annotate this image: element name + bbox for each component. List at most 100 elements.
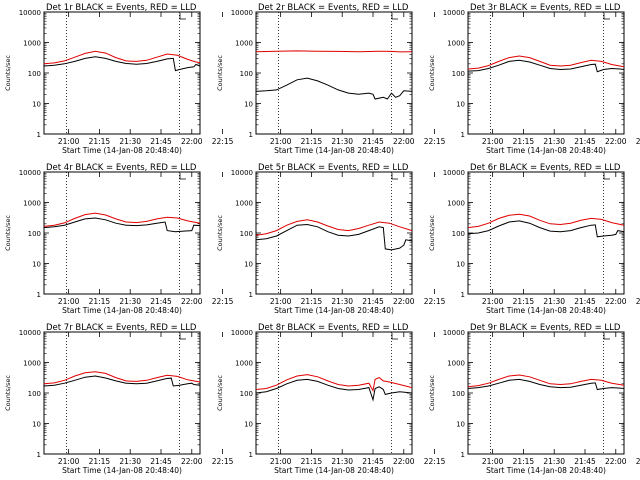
x-axis-label: Start Time (14-Jan-08 20:48:40) bbox=[486, 466, 606, 475]
y-tick-label: 1000 bbox=[447, 200, 465, 208]
x-tick-label: 22:00 bbox=[181, 137, 203, 146]
x-tick-label: 21:15 bbox=[301, 457, 323, 466]
y-tick-label: 10 bbox=[456, 421, 465, 429]
plot-frame bbox=[467, 11, 625, 135]
x-tick-label: 21:00 bbox=[270, 457, 292, 466]
y-tick-label: 10 bbox=[32, 261, 41, 269]
lld-series-line bbox=[43, 212, 201, 227]
x-tick-label: 21:45 bbox=[150, 457, 172, 466]
lld-series-line bbox=[255, 50, 413, 53]
x-tick-label: 21:15 bbox=[89, 457, 111, 466]
lld-series-line bbox=[255, 374, 413, 393]
x-tick-label: 22:15 bbox=[212, 457, 234, 466]
y-tick-label: 10 bbox=[244, 101, 253, 109]
y-axis-label: Counts/sec bbox=[428, 55, 436, 91]
x-tick-label: 21:30 bbox=[331, 457, 353, 466]
x-tick-label: 21:00 bbox=[482, 297, 504, 306]
y-tick-label: 1000 bbox=[23, 40, 41, 48]
x-label-start-time: (14-Jan-08 20:48:40) bbox=[104, 146, 182, 155]
chart-panel-9: Det 9r BLACK = Events, RED = LLD 1 10 100 10… bbox=[428, 323, 640, 475]
plot-frame bbox=[255, 11, 413, 135]
x-tick-label: 22:15 bbox=[424, 137, 446, 146]
x-label-start-time: (14-Jan-08 20:48:40) bbox=[104, 466, 182, 475]
x-tick-label: 22:15 bbox=[636, 137, 640, 146]
chart-panel-5: Det 5r BLACK = Events, RED = LLD 1 10 100 10… bbox=[216, 163, 446, 315]
x-tick-label: 21:00 bbox=[482, 137, 504, 146]
x-tick-label: 21:45 bbox=[150, 137, 172, 146]
x-tick-label: 21:45 bbox=[574, 297, 596, 306]
x-label-start-time: (14-Jan-08 20:48:40) bbox=[528, 146, 606, 155]
lld-series-line bbox=[43, 371, 201, 385]
y-tick-label: 10000 bbox=[443, 169, 465, 177]
x-tick-label: 21:00 bbox=[58, 297, 80, 306]
x-label-prefix: Start Time bbox=[486, 146, 527, 155]
x-label-prefix: Start Time bbox=[486, 306, 527, 315]
x-tick-label: 22:15 bbox=[424, 297, 446, 306]
x-tick-label: 22:15 bbox=[636, 457, 640, 466]
plot-frame bbox=[255, 331, 413, 455]
x-axis-label: Start Time (14-Jan-08 20:48:40) bbox=[62, 466, 182, 475]
y-axis-label: Counts/sec bbox=[4, 375, 12, 411]
y-tick-label: 1000 bbox=[447, 360, 465, 368]
corner-marker bbox=[391, 333, 398, 340]
x-tick-label: 21:30 bbox=[543, 297, 565, 306]
y-tick-label: 1 bbox=[37, 131, 41, 139]
y-axis-label: Counts/sec bbox=[216, 215, 224, 251]
x-label-prefix: Start Time bbox=[274, 306, 315, 315]
chart-title: Det 6r BLACK = Events, RED = LLD bbox=[470, 163, 621, 173]
x-axis-label: Start Time (14-Jan-08 20:48:40) bbox=[62, 306, 182, 315]
events-series-line bbox=[255, 77, 413, 100]
events-series-line bbox=[43, 375, 201, 387]
y-tick-label: 1000 bbox=[447, 40, 465, 48]
y-tick-label: 10 bbox=[32, 101, 41, 109]
x-axis-label: Start Time (14-Jan-08 20:48:40) bbox=[274, 466, 394, 475]
x-tick-label: 21:45 bbox=[362, 297, 384, 306]
x-tick-label: 21:30 bbox=[119, 297, 141, 306]
y-tick-label: 10000 bbox=[19, 9, 41, 17]
events-series-line bbox=[467, 59, 625, 73]
y-axis-label: Counts/sec bbox=[428, 215, 436, 251]
x-tick-label: 22:00 bbox=[393, 137, 415, 146]
x-tick-label: 21:30 bbox=[119, 137, 141, 146]
x-tick-label: 21:15 bbox=[513, 297, 535, 306]
chart-panel-1: Det 1r BLACK = Events, RED = LLD 1 10 100 10… bbox=[4, 3, 234, 155]
plot-frame bbox=[467, 171, 625, 295]
y-tick-label: 10000 bbox=[443, 329, 465, 337]
y-tick-label: 10 bbox=[456, 261, 465, 269]
x-tick-label: 22:15 bbox=[424, 457, 446, 466]
x-tick-label: 21:45 bbox=[150, 297, 172, 306]
x-tick-label: 21:00 bbox=[270, 297, 292, 306]
chart-title: Det 5r BLACK = Events, RED = LLD bbox=[258, 163, 409, 173]
y-tick-label: 1 bbox=[461, 451, 465, 459]
chart-panel-6: Det 6r BLACK = Events, RED = LLD 1 10 100 10… bbox=[428, 163, 640, 315]
x-tick-label: 21:30 bbox=[331, 137, 353, 146]
x-axis-label: Start Time (14-Jan-08 20:48:40) bbox=[274, 306, 394, 315]
x-tick-label: 22:00 bbox=[605, 457, 627, 466]
y-tick-label: 10000 bbox=[19, 329, 41, 337]
x-label-start-time: (14-Jan-08 20:48:40) bbox=[528, 306, 606, 315]
y-tick-label: 10000 bbox=[231, 169, 253, 177]
x-label-start-time: (14-Jan-08 20:48:40) bbox=[528, 466, 606, 475]
y-tick-label: 1000 bbox=[23, 200, 41, 208]
chart-title: Det 3r BLACK = Events, RED = LLD bbox=[470, 3, 621, 13]
x-label-start-time: (14-Jan-08 20:48:40) bbox=[316, 306, 394, 315]
corner-marker bbox=[603, 13, 610, 20]
x-label-prefix: Start Time bbox=[486, 466, 527, 475]
corner-marker bbox=[179, 333, 186, 340]
x-tick-label: 21:45 bbox=[574, 457, 596, 466]
chart-panel-3: Det 3r BLACK = Events, RED = LLD 1 10 100 10… bbox=[428, 3, 640, 155]
chart-title: Det 7r BLACK = Events, RED = LLD bbox=[46, 323, 197, 333]
x-label-prefix: Start Time bbox=[62, 146, 103, 155]
lld-series-line bbox=[467, 55, 625, 70]
y-tick-label: 100 bbox=[240, 70, 253, 78]
y-tick-label: 1 bbox=[461, 291, 465, 299]
y-axis-label: Counts/sec bbox=[4, 55, 12, 91]
x-tick-label: 22:00 bbox=[605, 137, 627, 146]
x-tick-label: 21:15 bbox=[513, 137, 535, 146]
corner-marker bbox=[391, 13, 398, 20]
x-axis-label: Start Time (14-Jan-08 20:48:40) bbox=[486, 146, 606, 155]
x-tick-label: 22:00 bbox=[181, 297, 203, 306]
x-tick-label: 21:30 bbox=[331, 297, 353, 306]
chart-panel-8: Det 8r BLACK = Events, RED = LLD 1 10 100 10… bbox=[216, 323, 446, 475]
